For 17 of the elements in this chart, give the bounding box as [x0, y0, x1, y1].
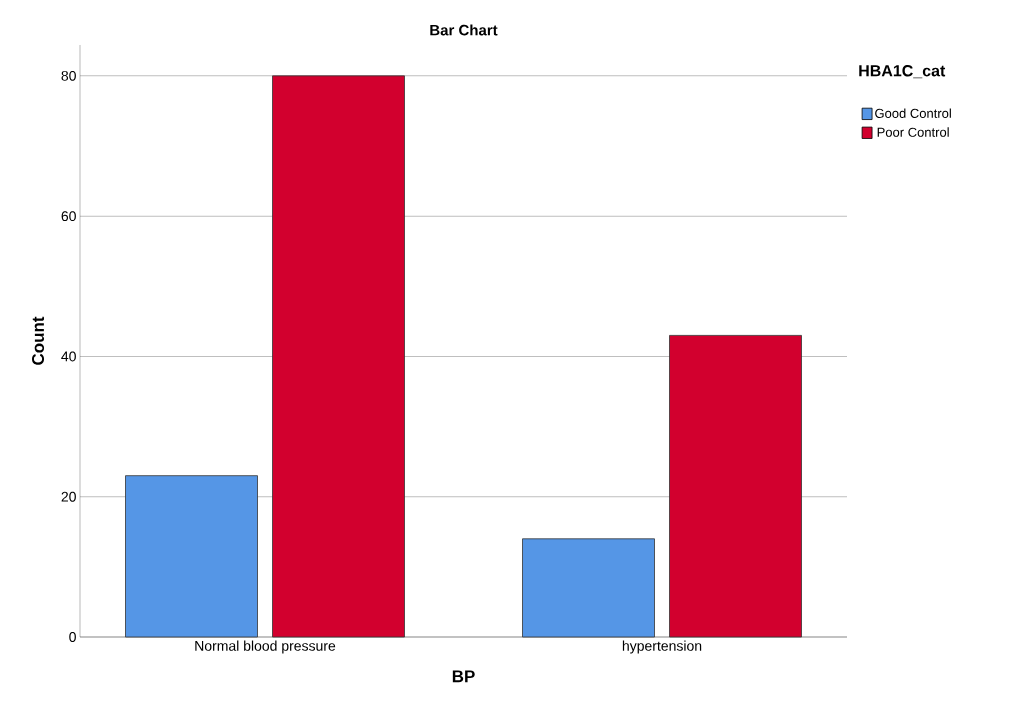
bar	[125, 475, 258, 638]
bar	[522, 538, 655, 638]
y-tick-label: 40	[61, 351, 76, 362]
legend-label: Poor Control	[877, 127, 949, 137]
y-tick-label: 60	[61, 211, 76, 222]
x-axis-title: BP	[452, 670, 475, 683]
x-tick-label: Normal blood pressure	[195, 640, 336, 654]
bar	[669, 334, 802, 638]
y-tick-label: 20	[61, 491, 76, 502]
y-tick-label: 80	[61, 70, 76, 81]
bar	[272, 75, 405, 638]
legend-title: HBA1C_cat	[859, 65, 946, 79]
legend-label: Good Control	[875, 108, 951, 118]
x-tick-label: hypertension	[622, 640, 702, 654]
y-tick-label: 0	[69, 632, 76, 642]
chart-title: Bar Chart	[430, 24, 498, 36]
y-axis-title: Count	[31, 316, 45, 365]
